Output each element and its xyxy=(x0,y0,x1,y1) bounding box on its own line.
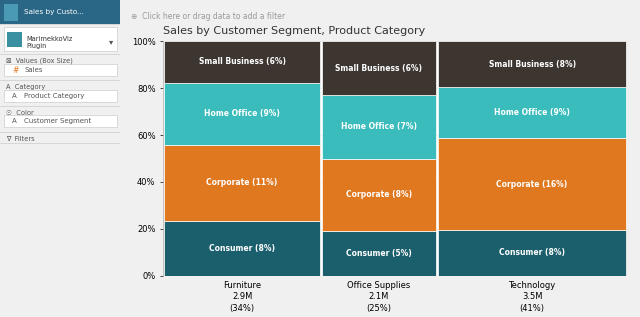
Text: Small Business (6%): Small Business (6%) xyxy=(335,64,422,73)
Bar xyxy=(164,221,320,276)
Bar xyxy=(4,90,116,102)
Text: A  Category: A Category xyxy=(6,84,45,90)
Bar xyxy=(438,87,627,139)
Text: Home Office (9%): Home Office (9%) xyxy=(494,108,570,117)
Text: Consumer (5%): Consumer (5%) xyxy=(346,249,412,258)
Text: Sales by Custo...: Sales by Custo... xyxy=(24,10,84,15)
Text: Plugin: Plugin xyxy=(26,43,47,49)
Text: #: # xyxy=(12,66,19,74)
Text: Small Business (6%): Small Business (6%) xyxy=(198,57,285,66)
Text: Consumer (8%): Consumer (8%) xyxy=(499,249,565,257)
Text: A: A xyxy=(12,93,17,99)
Bar xyxy=(322,41,436,95)
Bar xyxy=(164,41,320,83)
Bar xyxy=(164,145,320,221)
Bar xyxy=(4,64,116,76)
Bar xyxy=(4,115,116,127)
Text: Corporate (11%): Corporate (11%) xyxy=(207,178,278,187)
Bar xyxy=(7,32,22,47)
Text: ⊕  Click here or drag data to add a filter: ⊕ Click here or drag data to add a filte… xyxy=(131,12,285,21)
Bar xyxy=(438,139,627,230)
Bar xyxy=(438,41,627,87)
Text: Product Category: Product Category xyxy=(24,93,84,99)
Text: ⊠  Values (Box Size): ⊠ Values (Box Size) xyxy=(6,58,73,64)
Bar xyxy=(4,27,116,51)
Text: ∇  Filters: ∇ Filters xyxy=(6,136,35,141)
Bar xyxy=(4,4,18,21)
Text: ▾: ▾ xyxy=(109,37,113,46)
Bar xyxy=(322,158,436,231)
Text: Home Office (9%): Home Office (9%) xyxy=(204,109,280,118)
Text: A: A xyxy=(12,119,17,124)
Bar xyxy=(438,230,627,276)
Text: Consumer (8%): Consumer (8%) xyxy=(209,244,275,253)
Text: Home Office (7%): Home Office (7%) xyxy=(341,122,417,132)
Text: ☉  Color: ☉ Color xyxy=(6,110,34,115)
Text: Small Business (8%): Small Business (8%) xyxy=(488,60,575,68)
Bar xyxy=(322,231,436,276)
Text: Sales: Sales xyxy=(24,67,43,73)
Text: Corporate (8%): Corporate (8%) xyxy=(346,190,412,199)
Bar xyxy=(322,95,436,158)
Bar xyxy=(0,0,120,24)
Text: MarimekkoViz: MarimekkoViz xyxy=(26,36,73,42)
Text: Corporate (16%): Corporate (16%) xyxy=(497,180,568,189)
Text: Sales by Customer Segment, Product Category: Sales by Customer Segment, Product Categ… xyxy=(163,26,426,36)
Bar xyxy=(164,83,320,145)
Text: Customer Segment: Customer Segment xyxy=(24,119,92,124)
